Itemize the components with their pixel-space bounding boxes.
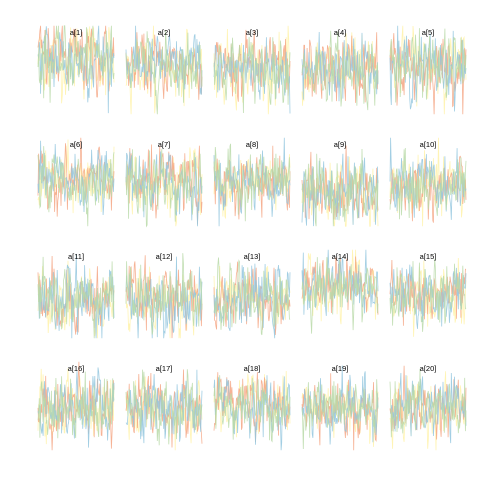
trace-panel-18: a[18] (213, 364, 291, 451)
panel-label: a[8] (246, 140, 259, 149)
trace-panel-14: a[14] (301, 249, 379, 334)
trace-panel-3: a[3] (213, 25, 291, 115)
trace-line-chain-4 (213, 257, 291, 336)
trace-line-chain-4 (125, 30, 203, 115)
panel-label: a[2] (158, 28, 171, 37)
trace-panel-7: a[7] (125, 140, 203, 228)
trace-panel-13: a[13] (213, 252, 291, 339)
trace-line-chain-4 (125, 369, 203, 446)
trace-line-chain-4 (389, 147, 467, 220)
panel-label: a[14] (332, 252, 349, 261)
trace-panel-10: a[10] (389, 137, 467, 227)
trace-line-chain-4 (37, 25, 115, 103)
trace-line-chain-3 (37, 140, 115, 216)
trace-line-chain-1 (389, 25, 467, 115)
panel-label: a[6] (70, 140, 83, 149)
trace-line-chain-4 (301, 148, 379, 227)
panel-label: a[18] (244, 364, 261, 373)
trace-line-chain-4 (389, 28, 467, 103)
trace-panel-20: a[20] (389, 364, 467, 451)
trace-line-chain-4 (37, 146, 115, 227)
trace-line-chain-4 (213, 143, 291, 222)
panel-label: a[15] (420, 252, 437, 261)
panel-label: a[4] (334, 28, 347, 37)
trace-panel-2: a[2] (125, 25, 203, 115)
panel-label: a[13] (244, 252, 261, 261)
trace-line-chain-4 (125, 149, 203, 228)
trace-panel-17: a[17] (125, 364, 203, 451)
panel-label: a[12] (156, 252, 173, 261)
panel-label: a[3] (246, 28, 259, 37)
trace-line-chain-3 (37, 25, 115, 114)
trace-panel-4: a[4] (301, 28, 379, 111)
panel-label: a[1] (70, 28, 83, 37)
panel-label: a[7] (158, 140, 171, 149)
panel-label: a[5] (422, 28, 435, 37)
panel-label: a[19] (332, 364, 349, 373)
trace-panel-6: a[6] (37, 137, 115, 227)
trace-panel-19: a[19] (301, 364, 379, 451)
panel-label: a[16] (68, 364, 85, 373)
trace-panel-12: a[12] (125, 252, 203, 339)
trace-line-chain-1 (213, 370, 291, 438)
panel-label: a[17] (156, 364, 173, 373)
trace-line-chain-4 (301, 379, 379, 450)
trace-line-chain-3 (301, 31, 379, 102)
trace-panel-11: a[11] (37, 252, 115, 339)
trace-line-chain-4 (389, 368, 467, 438)
trace-panel-15: a[15] (389, 252, 467, 337)
trace-panel-16: a[16] (37, 361, 115, 451)
trace-line-chain-4 (301, 256, 379, 334)
panel-label: a[20] (420, 364, 437, 373)
panel-label: a[9] (334, 140, 347, 149)
trace-panel-8: a[8] (213, 137, 291, 227)
trace-line-chain-4 (37, 256, 115, 339)
trace-line-chain-4 (213, 36, 291, 114)
trace-panel-5: a[5] (389, 25, 467, 115)
trace-panel-1: a[1] (37, 25, 115, 114)
panel-label: a[10] (420, 140, 437, 149)
trace-line-chain-4 (213, 375, 291, 443)
trace-line-chain-4 (389, 258, 467, 332)
trace-line-chain-3 (213, 263, 291, 339)
trace-line-chain-2 (125, 255, 203, 339)
trace-panel-9: a[9] (301, 140, 379, 227)
panel-label: a[11] (68, 252, 84, 261)
trace-line-chain-4 (301, 30, 379, 111)
trace-line-chain-4 (125, 253, 203, 335)
trace-line-chain-4 (37, 371, 115, 439)
trace-line-chain-3 (125, 256, 203, 339)
